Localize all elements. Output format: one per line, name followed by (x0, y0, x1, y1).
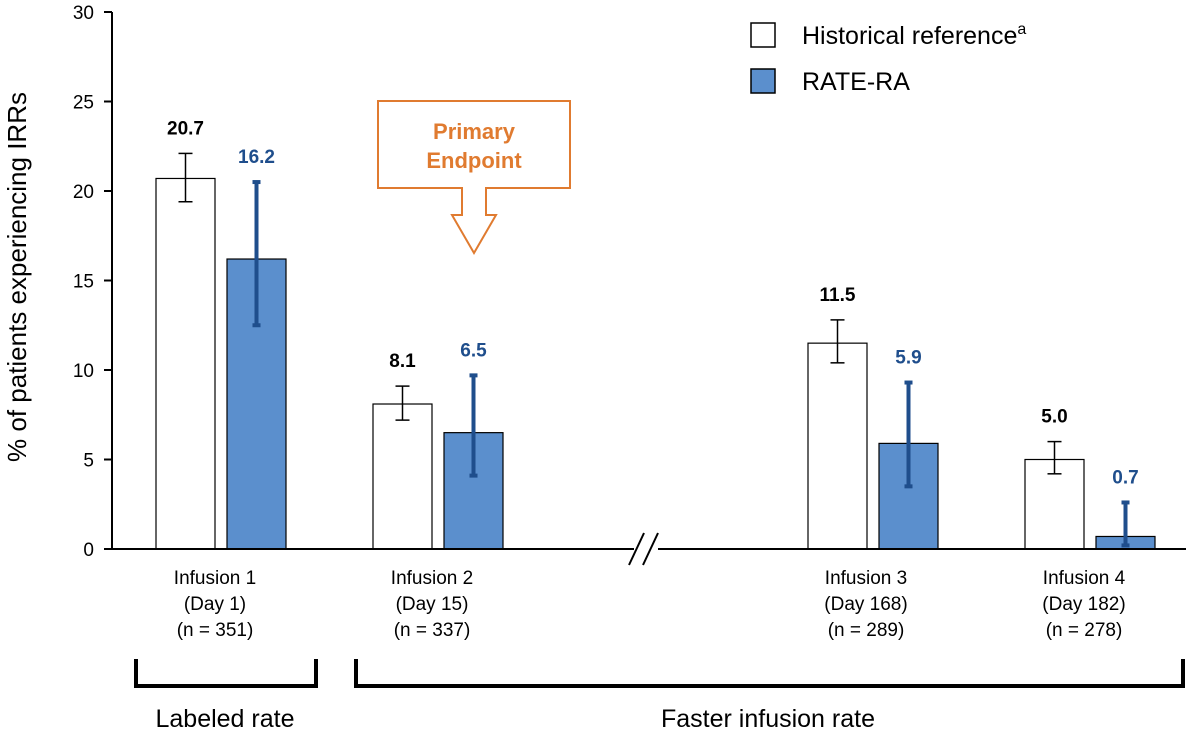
bracket-labeled-rate: Labeled rate (134, 659, 318, 733)
value-label: 5.9 (895, 348, 921, 369)
axis-ticks: 0 5 10 15 20 25 30 (73, 3, 112, 561)
category-labels: Infusion 1 (Day 1) (n = 351) Infusion 2 (Day… (174, 568, 1126, 641)
legend: Historical referencea RATE-RA (750, 21, 1026, 96)
category-label: (n = 278) (1046, 620, 1123, 641)
y-tick-label: 10 (73, 361, 94, 382)
error-bar (1047, 440, 1062, 475)
legend-swatch-historical (750, 22, 776, 48)
error-bar (178, 152, 193, 203)
y-tick-label: 20 (73, 182, 94, 203)
bar-historical-2 (372, 403, 433, 550)
value-label: 20.7 (167, 118, 204, 139)
category-label: (Day 168) (824, 594, 907, 615)
bar-historical-3 (807, 342, 868, 550)
category-label: Infusion 2 (391, 568, 473, 589)
value-label: 0.7 (1112, 467, 1138, 488)
value-label: 11.5 (820, 285, 856, 306)
bar-historical-1 (155, 177, 216, 550)
category-label: (Day 1) (184, 594, 246, 615)
error-bar (469, 373, 478, 478)
group-label-labeled-rate: Labeled rate (155, 705, 294, 733)
primary-endpoint-callout: Primary Endpoint (377, 100, 571, 255)
error-bar (830, 319, 845, 364)
category-label: (n = 337) (394, 620, 471, 641)
value-label: 16.2 (238, 147, 275, 168)
callout-line-2: Endpoint (426, 148, 522, 173)
error-bar (252, 180, 261, 328)
category-label: Infusion 3 (825, 568, 907, 589)
legend-superscript: a (1017, 21, 1026, 38)
y-tick-label: 0 (83, 540, 94, 561)
y-tick-label: 30 (73, 3, 94, 24)
y-tick-label: 15 (73, 272, 94, 293)
error-bar (904, 380, 913, 489)
category-label: (n = 289) (828, 620, 905, 641)
y-tick-label: 25 (73, 93, 94, 114)
category-label: Infusion 4 (1043, 568, 1126, 589)
group-label-faster-rate: Faster infusion rate (661, 705, 875, 733)
y-tick-label: 5 (83, 451, 94, 472)
value-label: 6.5 (460, 340, 487, 361)
category-label: Infusion 1 (174, 568, 256, 589)
bracket-faster-rate: Faster infusion rate (354, 659, 1185, 733)
value-labels: 20.7 8.1 11.5 5.0 16.2 6.5 5.9 0.7 (167, 118, 1139, 488)
error-bars (178, 152, 1130, 548)
axis-break-icon (628, 532, 659, 566)
down-arrow-icon (377, 100, 571, 255)
category-label: (Day 182) (1042, 594, 1125, 615)
legend-swatch-rate-ra (750, 68, 776, 94)
category-label: (n = 351) (177, 620, 254, 641)
legend-label-rate-ra: RATE-RA (802, 68, 910, 96)
value-label: 8.1 (389, 351, 416, 372)
legend-label-historical: Historical referencea (802, 21, 1026, 50)
bars (155, 177, 1156, 550)
callout-line-1: Primary (433, 119, 516, 144)
category-label: (Day 15) (396, 594, 469, 615)
error-bar (1121, 500, 1130, 548)
value-label: 5.0 (1041, 407, 1067, 428)
error-bar (395, 385, 410, 421)
y-axis-title: % of patients experiencing IRRs (2, 92, 32, 462)
